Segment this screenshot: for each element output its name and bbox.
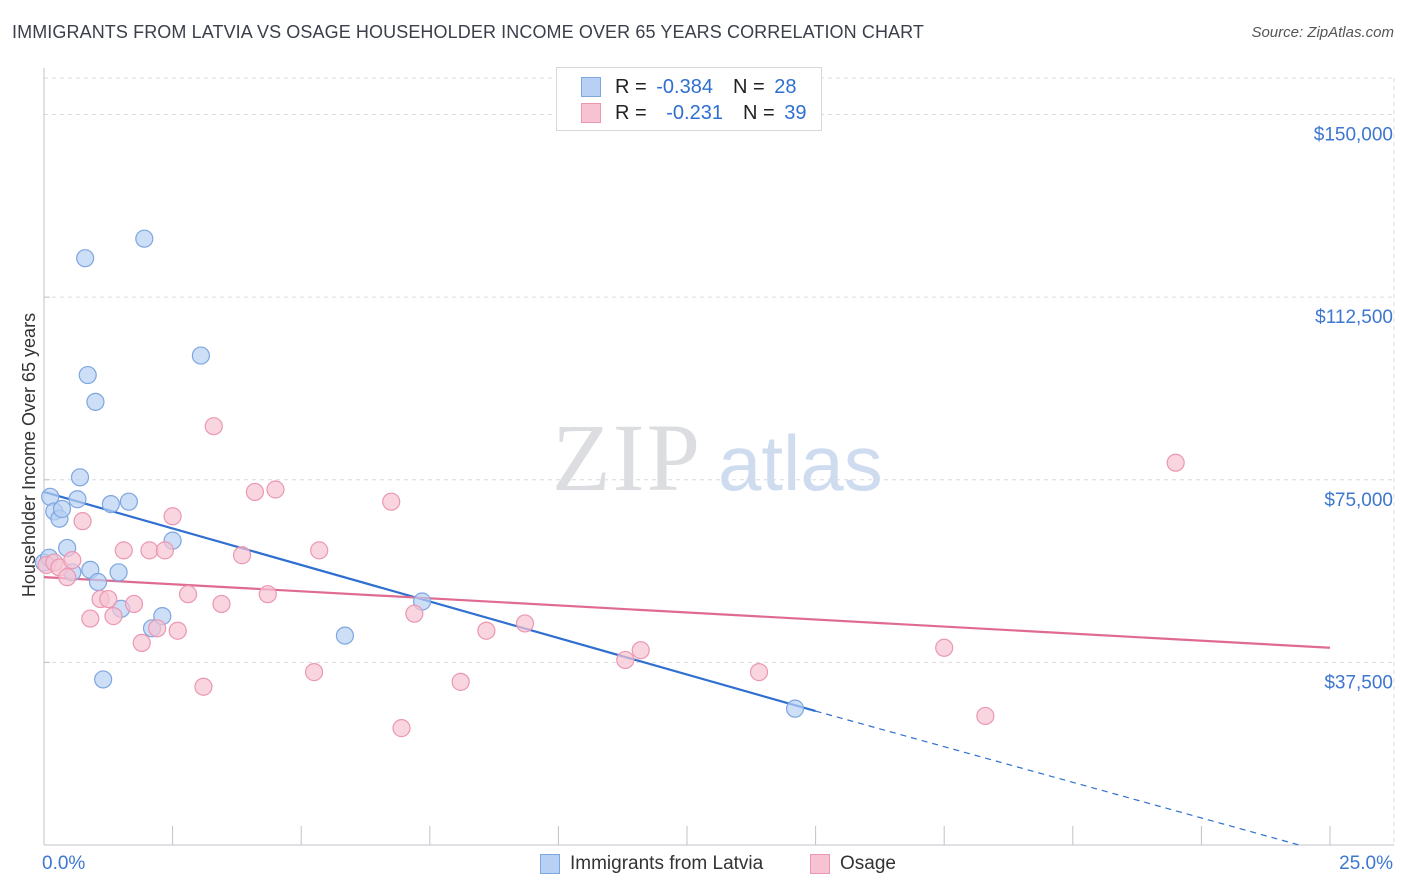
data-points (34, 229, 1185, 738)
point-latvia (191, 346, 210, 365)
point-osage (976, 706, 995, 726)
point-latvia (76, 249, 95, 268)
legend-r-label: R = (615, 101, 647, 124)
trend-lines (43, 490, 1331, 846)
series-swatch-latvia (540, 854, 560, 874)
point-latvia (109, 563, 128, 582)
point-latvia (101, 495, 120, 514)
point-osage (1166, 453, 1185, 472)
point-latvia (78, 365, 97, 385)
point-latvia (335, 626, 355, 645)
point-osage (63, 551, 82, 570)
x-tick-label: 0.0% (42, 853, 85, 874)
point-latvia (119, 492, 138, 511)
watermark-zip: ZIP (552, 404, 702, 511)
point-osage (258, 585, 277, 604)
point-osage (194, 677, 213, 696)
point-osage (935, 638, 954, 657)
legend-r-value: -0.384 (656, 75, 713, 98)
series-label-latvia: Immigrants from Latvia (570, 853, 764, 874)
point-osage (104, 607, 123, 626)
point-osage (132, 633, 151, 653)
legend-swatch-osage (581, 103, 601, 123)
stats-legend: R = -0.384 N = 28 R = -0.231 N = 39 (556, 67, 822, 131)
point-latvia (86, 392, 105, 411)
point-osage (168, 621, 187, 640)
series-legend-latvia[interactable]: Immigrants from Latvia (540, 852, 763, 876)
point-osage (124, 594, 144, 614)
point-osage (178, 585, 198, 604)
point-osage (148, 619, 167, 638)
legend-r-label: R = (615, 75, 647, 98)
y-tick-label: $150,000 (1314, 125, 1393, 146)
point-osage (631, 641, 650, 660)
point-osage (515, 614, 535, 633)
source-label: Source: ZipAtlas.com (1251, 24, 1394, 41)
point-osage (382, 492, 401, 511)
axis-labels: $37,500 $75,000 $112,500 $150,000 0.0% 25.0% H… (19, 125, 1393, 874)
point-osage (266, 480, 285, 499)
point-osage (310, 541, 329, 560)
point-osage (204, 417, 223, 436)
legend-r-value: -0.231 (666, 101, 723, 124)
point-osage (392, 719, 411, 738)
point-osage (212, 594, 231, 614)
x-tick-label: 25.0% (1339, 853, 1393, 874)
series-label-osage: Osage (840, 853, 896, 874)
point-osage (155, 541, 174, 560)
point-osage (58, 568, 77, 587)
legend-row-osage: R = -0.231 N = 39 (581, 101, 806, 125)
point-latvia (785, 699, 805, 718)
point-osage (245, 482, 265, 502)
y-tick-label: $37,500 (1324, 672, 1393, 693)
point-latvia (68, 490, 87, 509)
point-osage (477, 621, 496, 640)
legend-n-label: N = (742, 101, 775, 124)
point-osage (304, 663, 324, 682)
chart-title: IMMIGRANTS FROM LATVIA VS OSAGE HOUSEHOL… (12, 22, 925, 42)
y-axis-label: Householder Income Over 65 years (19, 313, 39, 597)
legend-n-value: 28 (774, 75, 797, 98)
trend-line-latvia-extension (815, 710, 1300, 846)
y-tick-label: $75,000 (1324, 490, 1393, 511)
point-osage (73, 512, 92, 531)
series-legend-osage[interactable]: Osage (810, 852, 896, 876)
point-latvia (52, 499, 72, 519)
point-osage (114, 541, 133, 560)
point-osage (616, 650, 635, 670)
point-osage (140, 541, 159, 560)
point-osage (451, 672, 470, 691)
axes (43, 68, 1394, 846)
trend-line-osage (43, 576, 1331, 649)
legend-swatch-latvia (581, 77, 601, 97)
point-latvia (94, 670, 113, 689)
point-latvia (135, 229, 154, 248)
point-osage (749, 663, 769, 682)
legend-row-latvia: R = -0.384 N = 28 (581, 75, 796, 99)
point-osage (163, 507, 182, 526)
series-swatch-osage (810, 854, 830, 874)
y-tick-label: $112,500 (1315, 307, 1393, 328)
legend-n-value: 39 (784, 101, 807, 124)
point-osage (81, 609, 100, 628)
point-osage (405, 604, 424, 623)
legend-n-label: N = (732, 75, 765, 98)
watermark-atlas: atlas (718, 419, 883, 507)
point-latvia (88, 572, 108, 592)
point-latvia (70, 468, 90, 487)
point-osage (99, 589, 118, 609)
point-osage (232, 546, 252, 565)
